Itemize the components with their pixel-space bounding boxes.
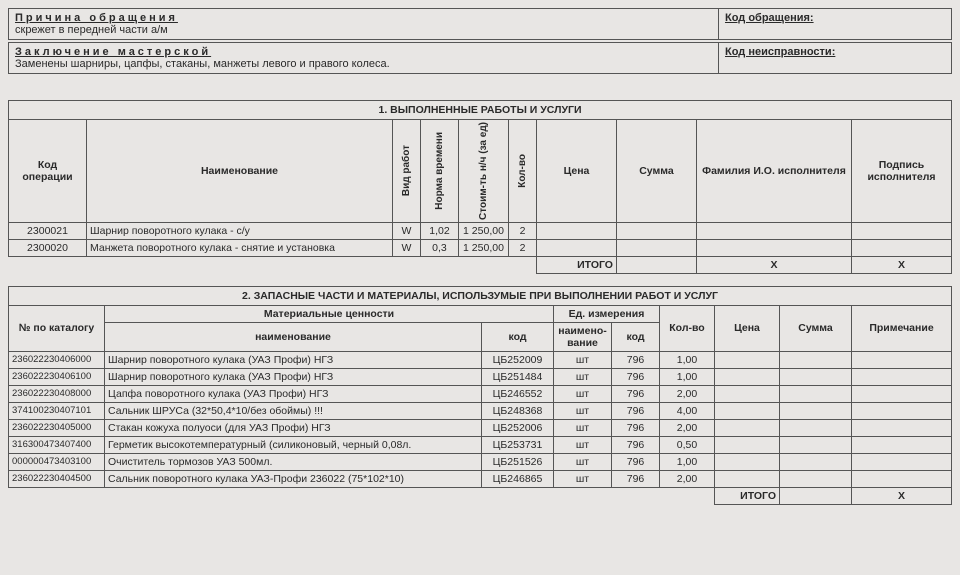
code-label: Код обращения:	[718, 9, 951, 39]
conclusion-label: Заключение мастерской	[15, 46, 712, 58]
pcol-catalog: № по каталогу	[9, 305, 105, 351]
col-op: Код операции	[9, 120, 87, 223]
pcol-qty: Кол-во	[660, 305, 715, 351]
table-row: 236022230404500Сальник поворотного кулак…	[9, 470, 952, 487]
reason-label: Причина обращения	[15, 12, 712, 24]
pcol-price: Цена	[715, 305, 780, 351]
pcol-unit-code: код	[612, 322, 660, 351]
col-sign: Подпись исполнителя	[851, 120, 951, 223]
col-fio: Фамилия И.О. исполнителя	[696, 120, 851, 223]
parts-total-label: ИТОГО	[715, 487, 780, 504]
pcol-name: наименование	[105, 322, 482, 351]
works-x1: X	[696, 256, 851, 273]
col-type: Вид работ	[392, 120, 420, 223]
reason-box: Причина обращения скрежет в передней час…	[8, 8, 952, 40]
table-row: 236022230406000Шарнир поворотного кулака…	[9, 351, 952, 368]
parts-total-row: ИТОГО X	[9, 487, 952, 504]
col-price: Цена	[536, 120, 616, 223]
table-row: 316300473407400Герметик высокотемператур…	[9, 436, 952, 453]
parts-table: 2. ЗАПАСНЫЕ ЧАСТИ И МАТЕРИАЛЫ, ИСПОЛЬЗУМ…	[8, 286, 952, 505]
parts-x: X	[852, 487, 952, 504]
table-row: 236022230405000Стакан кожуха полуоси (дл…	[9, 419, 952, 436]
table-row: 236022230406100Шарнир поворотного кулака…	[9, 368, 952, 385]
works-x2: X	[851, 256, 951, 273]
col-sum: Сумма	[616, 120, 696, 223]
table-row: 236022230408000Цапфа поворотного кулака …	[9, 385, 952, 402]
malfunction-label: Код неисправности:	[718, 43, 951, 73]
works-title: 1. ВЫПОЛНЕННЫЕ РАБОТЫ И УСЛУГИ	[9, 101, 952, 120]
pcol-sum: Сумма	[780, 305, 852, 351]
table-row: 000000473403100Очиститель тормозов УАЗ 5…	[9, 453, 952, 470]
parts-title: 2. ЗАПАСНЫЕ ЧАСТИ И МАТЕРИАЛЫ, ИСПОЛЬЗУМ…	[9, 286, 952, 305]
pcol-note: Примечание	[852, 305, 952, 351]
col-cost: Стоим-ть н/ч (за ед)	[458, 120, 508, 223]
col-norm: Норма времени	[420, 120, 458, 223]
conclusion-text: Заменены шарниры, цапфы, стаканы, манжет…	[15, 58, 712, 70]
works-total-row: ИТОГО X X	[9, 256, 952, 273]
pcol-unit-name: наимено-вание	[554, 322, 612, 351]
col-qty: Кол-во	[508, 120, 536, 223]
pcol-code: код	[482, 322, 554, 351]
works-total-label: ИТОГО	[536, 256, 616, 273]
works-table: 1. ВЫПОЛНЕННЫЕ РАБОТЫ И УСЛУГИ Код опера…	[8, 100, 952, 274]
table-row: 374100230407101Сальник ШРУСа (32*50,4*10…	[9, 402, 952, 419]
reason-text: скрежет в передней части а/м	[15, 24, 712, 36]
conclusion-box: Заключение мастерской Заменены шарниры, …	[8, 42, 952, 74]
pcol-unit: Ед. измерения	[554, 305, 660, 322]
table-row: 2300021Шарнир поворотного кулака - с/уW1…	[9, 222, 952, 239]
table-row: 2300020Манжета поворотного кулака - снят…	[9, 239, 952, 256]
col-name: Наименование	[87, 120, 393, 223]
pcol-material: Материальные ценности	[105, 305, 554, 322]
